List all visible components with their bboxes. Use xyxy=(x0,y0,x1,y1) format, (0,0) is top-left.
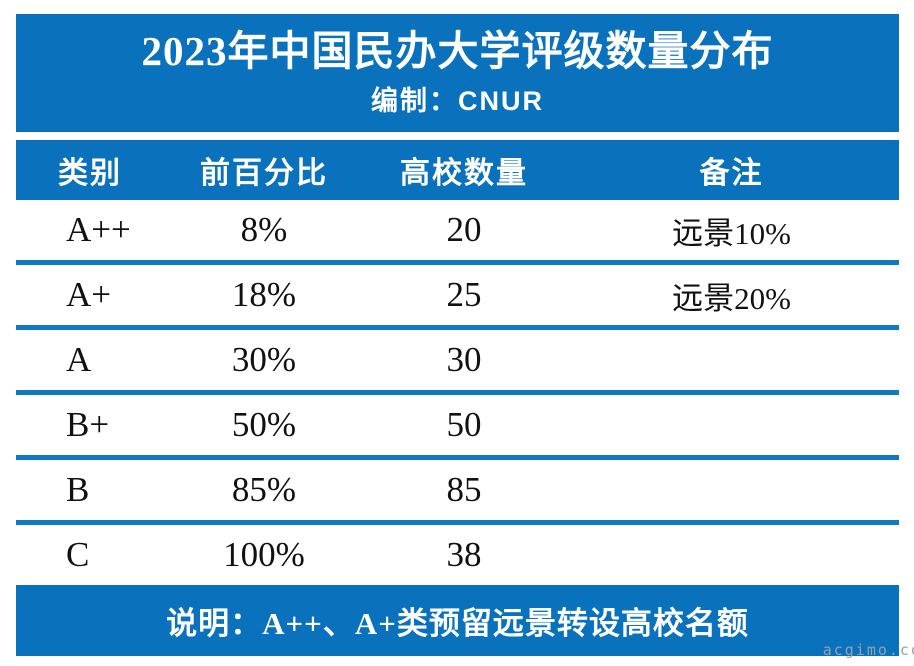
cell-percent: 18% xyxy=(231,275,297,314)
cell-note: 远景10% xyxy=(672,215,791,251)
cell-category: B+ xyxy=(66,405,110,444)
footnote-text: 说明：A++、A+类预留远景转设高校名额 xyxy=(166,606,749,641)
table-row: B+ 50% 50 xyxy=(16,395,899,460)
cell-note: 远景20% xyxy=(672,280,791,316)
cell-category: A++ xyxy=(66,210,131,249)
page-title: 2023年中国民办大学评级数量分布 xyxy=(141,27,774,74)
table-row: A 30% 30 xyxy=(16,330,899,395)
cell-count: 50 xyxy=(446,405,482,444)
cell-percent: 50% xyxy=(231,405,297,444)
table-row: C 100% 38 xyxy=(16,525,899,585)
table-header-row: 类别 前百分比 高校数量 备注 xyxy=(16,140,899,200)
cell-count: 30 xyxy=(446,340,482,379)
cell-count: 25 xyxy=(446,275,482,314)
column-header-category: 类别 xyxy=(58,157,122,190)
column-header-percent: 前百分比 xyxy=(200,157,328,190)
column-header-note: 备注 xyxy=(699,157,764,190)
cell-count: 85 xyxy=(446,470,482,509)
footnote-band: 说明：A++、A+类预留远景转设高校名额 xyxy=(16,585,899,656)
watermark-text: acgimo.co xyxy=(822,641,914,659)
cell-percent: 30% xyxy=(231,340,297,379)
cell-count: 38 xyxy=(446,535,482,574)
column-header-count: 高校数量 xyxy=(400,157,528,190)
table-row: B 85% 85 xyxy=(16,460,899,525)
cell-category: A xyxy=(66,340,92,379)
cell-percent: 85% xyxy=(231,470,297,509)
cell-category: C xyxy=(66,535,90,574)
title-band: 2023年中国民办大学评级数量分布 编制：CNUR xyxy=(16,14,899,132)
table-body: A++ 8% 20 远景10% A+ 18% 25 远景20% A 30% 30… xyxy=(16,200,899,585)
page-subtitle: 编制：CNUR xyxy=(371,86,544,117)
cell-percent: 100% xyxy=(223,535,305,574)
table-row: A++ 8% 20 远景10% xyxy=(16,200,899,265)
cell-count: 20 xyxy=(446,210,482,249)
table-row: A+ 18% 25 远景20% xyxy=(16,265,899,330)
content-area: 2023年中国民办大学评级数量分布 编制：CNUR 类别 前百分比 高校数量 备… xyxy=(16,14,899,656)
cell-category: B xyxy=(66,470,90,509)
cell-percent: 8% xyxy=(240,210,288,249)
cell-category: A+ xyxy=(66,275,112,314)
